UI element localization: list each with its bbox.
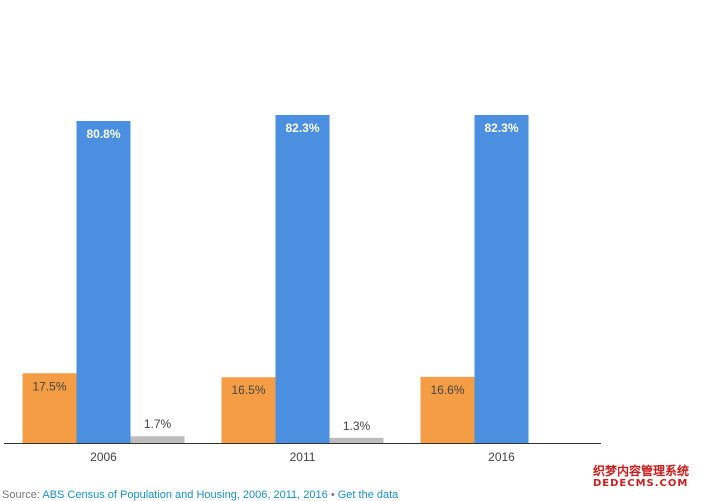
watermark-line-1: 织梦内容管理系统 bbox=[593, 464, 690, 478]
bar-2016-series-1 bbox=[420, 376, 475, 443]
watermark-logo: 织梦内容管理系统 DEDECMS.COM bbox=[593, 464, 711, 490]
value-label-2006-series-3: 1.7% bbox=[144, 417, 172, 431]
bar-2011-series-2 bbox=[275, 115, 330, 443]
get-the-data-link[interactable]: Get the data bbox=[337, 489, 399, 501]
bar-chart: 17.5% 80.8% 1.7% 16.5% 82.3% 1.3% 16.6% 82.3% 2… bbox=[4, 115, 601, 464]
x-tick-label-2006: 2006 bbox=[90, 450, 117, 464]
bar-2011-series-3 bbox=[329, 437, 384, 443]
x-tick-label-2011: 2011 bbox=[290, 450, 316, 464]
source-link[interactable]: ABS Census of Population and Housing, 20… bbox=[42, 489, 328, 501]
x-tick-label-2016: 2016 bbox=[488, 450, 515, 464]
value-label-2006-series-2: 80.8% bbox=[86, 127, 120, 141]
bar-2006-series-2 bbox=[76, 120, 131, 444]
watermark-line-2: DEDECMS.COM bbox=[593, 478, 689, 490]
value-label-2011-series-1: 16.5% bbox=[231, 383, 265, 397]
bar-2006-series-3 bbox=[130, 436, 185, 443]
footer-separator: • bbox=[327, 489, 338, 501]
bar-2011-series-1 bbox=[221, 377, 276, 443]
value-label-2006-series-1: 17.5% bbox=[32, 379, 66, 393]
value-label-2011-series-2: 82.3% bbox=[285, 121, 319, 135]
x-axis-tick-labels: 2006 2011 2016 bbox=[90, 450, 515, 464]
value-labels-group: 17.5% 80.8% 1.7% 16.5% 82.3% 1.3% 16.6% 82.3% bbox=[32, 121, 518, 433]
bar-2006-series-1 bbox=[22, 373, 77, 443]
value-label-2011-series-3: 1.3% bbox=[343, 419, 371, 433]
bar-2016-series-2 bbox=[474, 115, 529, 443]
value-label-2016-series-1: 16.6% bbox=[430, 383, 464, 397]
source-footer: Source: ABS Census of Population and Hou… bbox=[2, 489, 398, 501]
value-label-2016-series-2: 82.3% bbox=[484, 121, 518, 135]
source-prefix: Source: bbox=[2, 489, 43, 501]
bars-group bbox=[22, 115, 529, 444]
